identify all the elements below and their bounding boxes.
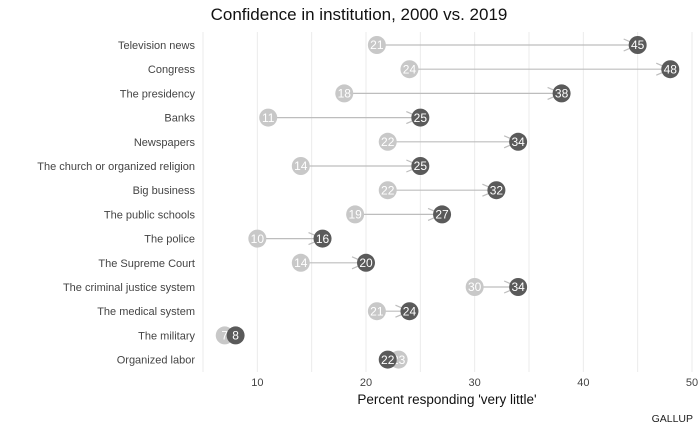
point-2000 <box>378 181 397 200</box>
point-2019-label: 20 <box>359 256 373 270</box>
point-2019-label: 32 <box>490 183 504 197</box>
category-label: Big business <box>133 185 196 197</box>
category-label: The criminal justice system <box>63 282 195 294</box>
change-arrows <box>221 38 672 367</box>
point-2019-label: 27 <box>435 208 449 222</box>
point-2019 <box>411 108 430 127</box>
point-2000 <box>378 132 397 151</box>
point-2000-label: 7 <box>221 329 228 343</box>
point-2000-label: 14 <box>294 159 308 173</box>
point-2019-label: 8 <box>232 329 239 343</box>
point-2000 <box>346 205 365 224</box>
category-label: Banks <box>164 113 195 125</box>
point-2019 <box>433 205 452 224</box>
point-2000-label: 21 <box>370 304 384 318</box>
x-tick-label: 50 <box>686 377 698 389</box>
chart-title: Confidence in institution, 2000 vs. 2019 <box>211 5 508 24</box>
x-tick-labels: 10 20 30 40 50 <box>251 377 698 389</box>
point-2000 <box>291 157 310 175</box>
point-2000-label: 19 <box>348 208 362 222</box>
point-2019 <box>400 302 419 321</box>
point-2019 <box>509 132 528 151</box>
category-label: The Supreme Court <box>98 258 195 270</box>
point-2000 <box>400 60 419 79</box>
category-label: Organized labor <box>117 355 196 367</box>
point-2019 <box>487 181 506 200</box>
point-2019 <box>378 350 397 369</box>
x-tick-label: 20 <box>360 377 372 389</box>
source-label: GALLUP <box>652 413 693 425</box>
x-tick-label: 30 <box>469 377 481 389</box>
point-2000 <box>291 253 310 272</box>
point-2000-label: 14 <box>294 256 308 270</box>
point-2019 <box>411 157 430 175</box>
point-2000-label: 22 <box>381 135 395 149</box>
category-label: The church or organized religion <box>37 161 195 173</box>
category-label: The public schools <box>104 209 196 221</box>
point-2000-label: 22 <box>381 183 395 197</box>
point-2019 <box>509 278 528 296</box>
point-2019-label: 48 <box>664 62 678 76</box>
category-label: Newspapers <box>134 137 196 149</box>
point-2019-label: 34 <box>511 280 525 294</box>
point-2019 <box>552 84 571 103</box>
point-2019-label: 25 <box>414 159 428 173</box>
point-2019-label: 24 <box>403 304 417 318</box>
point-2000 <box>248 229 267 248</box>
point-2019-label: 22 <box>381 353 395 367</box>
x-tick-label: 10 <box>251 377 263 389</box>
point-2019 <box>313 229 332 248</box>
point-2000-label: 10 <box>251 232 265 246</box>
point-2019-label: 34 <box>511 135 525 149</box>
x-axis-title: Percent responding 'very little' <box>357 392 536 407</box>
x-tick-label: 40 <box>577 377 589 389</box>
point-2000-label: 18 <box>338 87 352 101</box>
point-2000-label: 30 <box>468 280 482 294</box>
point-2019 <box>357 253 375 272</box>
grid-lines <box>202 32 693 372</box>
point-2019 <box>628 36 647 54</box>
point-2019-label: 25 <box>414 111 428 125</box>
point-2000 <box>367 302 386 321</box>
point-2000 <box>465 278 484 296</box>
point-2019-label: 38 <box>555 87 569 101</box>
point-2019 <box>226 326 245 345</box>
point-2000 <box>259 108 278 127</box>
point-2019-label: 45 <box>631 38 645 52</box>
point-2019-label: 16 <box>316 232 330 246</box>
point-2000-label: 11 <box>262 111 275 125</box>
category-label: The police <box>144 234 195 246</box>
category-labels: Television news Congress The presidency Ban… <box>37 40 195 367</box>
point-2000 <box>367 36 386 54</box>
category-label: The presidency <box>120 88 196 100</box>
data-points: 21 45 24 48 18 38 11 25 22 34 14 25 22 32 19 27 10 16 14 20… <box>215 36 680 369</box>
category-label: Television news <box>118 40 196 52</box>
point-2000-label: 21 <box>370 38 384 52</box>
point-2000 <box>335 84 354 103</box>
point-2000-label: 24 <box>403 62 417 76</box>
category-label: Congress <box>148 64 196 76</box>
category-label: The medical system <box>97 306 195 318</box>
category-label: The military <box>138 330 195 342</box>
point-2019 <box>661 60 680 79</box>
